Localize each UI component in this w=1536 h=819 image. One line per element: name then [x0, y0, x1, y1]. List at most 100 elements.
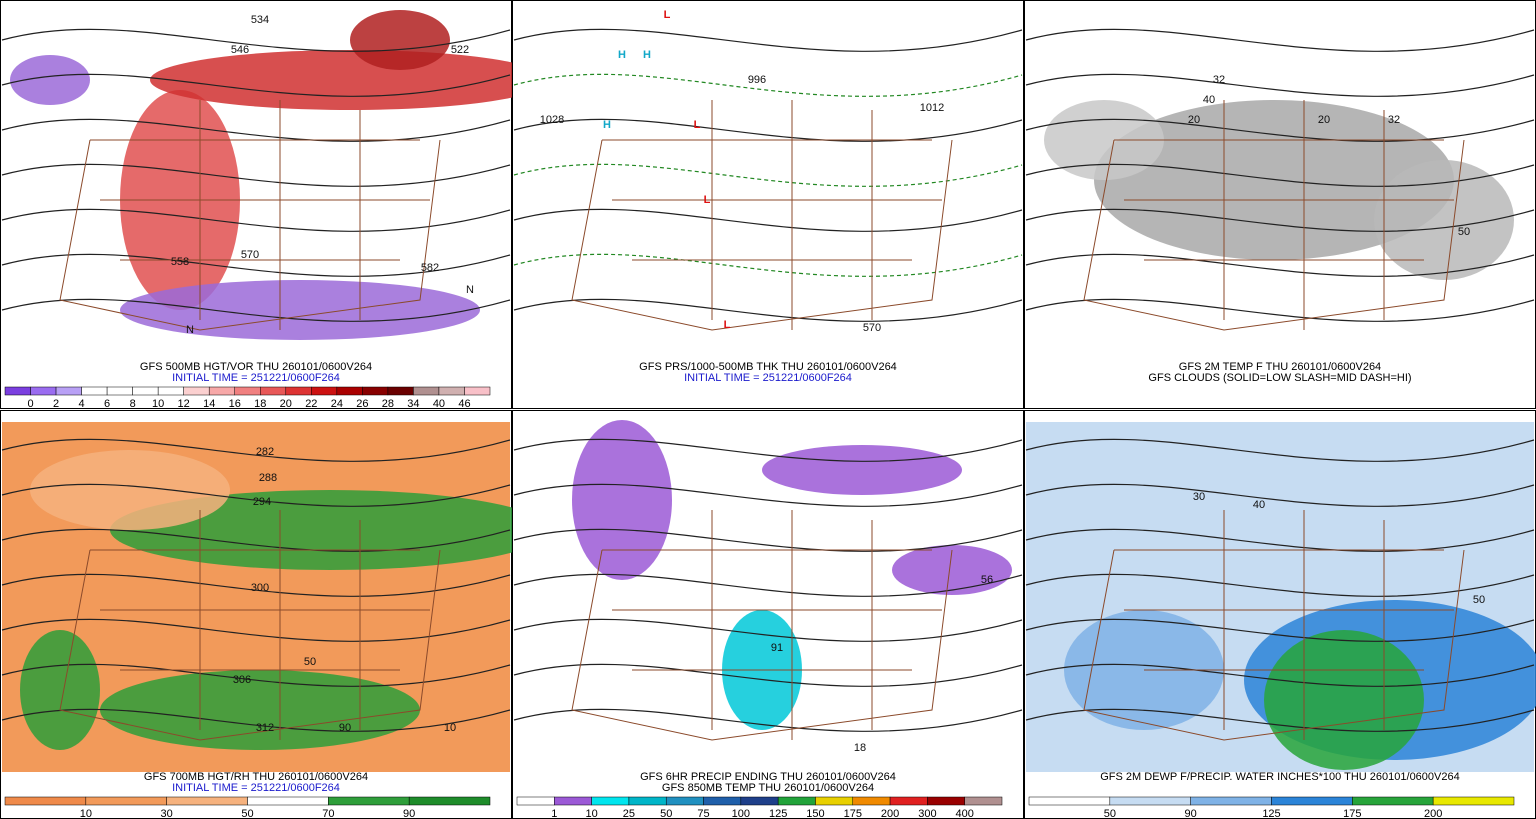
contour — [513, 298, 1023, 322]
contour — [1025, 73, 1535, 97]
map-shading — [150, 50, 550, 110]
colorbar-swatch — [516, 796, 555, 806]
colorbar-label: 10 — [152, 398, 164, 410]
map-label: N — [466, 284, 474, 296]
contour — [513, 708, 1023, 732]
colorbar-label: 10 — [585, 808, 597, 819]
colorbar-label: 18 — [254, 398, 266, 410]
map-label: 522 — [451, 44, 469, 56]
colorbar-label: 28 — [382, 398, 394, 410]
map-label: 30 — [1193, 491, 1205, 503]
colorbar-swatch — [1190, 796, 1272, 806]
map-label: 91 — [771, 642, 783, 654]
colorbar-swatch — [1352, 796, 1434, 806]
contour — [1, 573, 511, 597]
map-label: H — [618, 49, 626, 61]
colorbar-swatch — [628, 796, 667, 806]
map-label: H — [603, 119, 611, 131]
contour — [1, 253, 511, 277]
map-label: 32 — [1388, 114, 1400, 126]
colorbar-swatch — [166, 796, 248, 806]
colorbar-label: 6 — [104, 398, 110, 410]
contour — [1025, 28, 1535, 52]
contour — [513, 163, 1023, 187]
contour — [1, 663, 511, 687]
contour — [1025, 663, 1535, 687]
colorbar-swatch — [1028, 796, 1111, 806]
colorbar-swatch — [336, 386, 363, 396]
contour — [1, 28, 511, 52]
colorbar-swatch — [1432, 796, 1515, 806]
colorbar-label: 70 — [322, 808, 334, 819]
colorbar-label: 200 — [881, 808, 899, 819]
map-label: 546 — [231, 44, 249, 56]
colorbar-swatch — [183, 386, 210, 396]
colorbar-label: 34 — [407, 398, 419, 410]
contour — [1025, 118, 1535, 142]
colorbar-label: 400 — [956, 808, 974, 819]
colorbar-swatch — [30, 386, 57, 396]
caption: INITIAL TIME = 251221/0600F264 — [172, 372, 340, 384]
colorbar-swatch — [554, 796, 592, 806]
map-label: 18 — [854, 742, 866, 754]
colorbar-swatch — [55, 386, 82, 396]
contour — [1025, 163, 1535, 187]
map-label: 50 — [1473, 594, 1485, 606]
map-label: L — [664, 9, 671, 21]
map-label: 288 — [259, 472, 277, 484]
map-label: 570 — [863, 322, 881, 334]
colorbar-label: 2 — [53, 398, 59, 410]
colorbar-swatch — [157, 386, 184, 396]
colorbar-swatch — [777, 796, 816, 806]
map-label: 40 — [1253, 499, 1265, 511]
contour — [1, 298, 511, 322]
colorbar-label: 40 — [433, 398, 445, 410]
map-label: 570 — [241, 249, 259, 261]
colorbar-swatch — [740, 796, 779, 806]
colorbar-label: 125 — [1262, 808, 1280, 819]
colorbar-swatch — [311, 386, 338, 396]
contour — [1, 528, 511, 552]
colorbar-label: 175 — [1343, 808, 1361, 819]
map-shading — [892, 545, 1012, 595]
colorbar-swatch — [591, 796, 630, 806]
map-label: 50 — [304, 656, 316, 668]
state-borders — [1083, 100, 1465, 331]
contour — [513, 208, 1023, 232]
caption: GFS 850MB TEMP THU 260101/0600V264 — [662, 782, 874, 794]
colorbar-swatch — [413, 386, 440, 396]
map-label: 294 — [253, 496, 271, 508]
map-area — [514, 12, 1022, 362]
colorbar-label: 30 — [161, 808, 173, 819]
contour — [513, 253, 1023, 277]
colorbar-swatch — [328, 796, 410, 806]
colorbar-swatch — [81, 386, 108, 396]
map-label: 20 — [1188, 114, 1200, 126]
contour — [1, 208, 511, 232]
contour — [1025, 438, 1535, 462]
colorbar-label: 90 — [403, 808, 415, 819]
caption: GFS CLOUDS (SOLID=LOW SLASH=MID DASH=HI) — [1148, 372, 1411, 384]
map-label: 32 — [1213, 74, 1225, 86]
contour — [1, 118, 511, 142]
colorbar-swatch — [132, 386, 159, 396]
state-borders — [571, 510, 953, 741]
colorbar-label: 200 — [1424, 808, 1442, 819]
panel: H H H L L L L 1028 1012 996 570 GFS PRS/1000-500MB … — [512, 0, 1024, 409]
colorbar-label: 0 — [27, 398, 33, 410]
colorbar-swatch — [665, 796, 704, 806]
colorbar-swatch — [852, 796, 891, 806]
map-label: 996 — [748, 74, 766, 86]
colorbar-label: 8 — [130, 398, 136, 410]
map-shading — [10, 55, 90, 105]
colorbar-swatch — [85, 796, 167, 806]
state-borders — [1083, 510, 1465, 741]
map-shading — [762, 445, 962, 495]
colorbar-label: 50 — [1104, 808, 1116, 819]
colorbar-label: 300 — [918, 808, 936, 819]
colorbar-label: 75 — [697, 808, 709, 819]
contour — [513, 28, 1023, 52]
colorbar-swatch — [927, 796, 965, 806]
contour — [1, 708, 511, 732]
